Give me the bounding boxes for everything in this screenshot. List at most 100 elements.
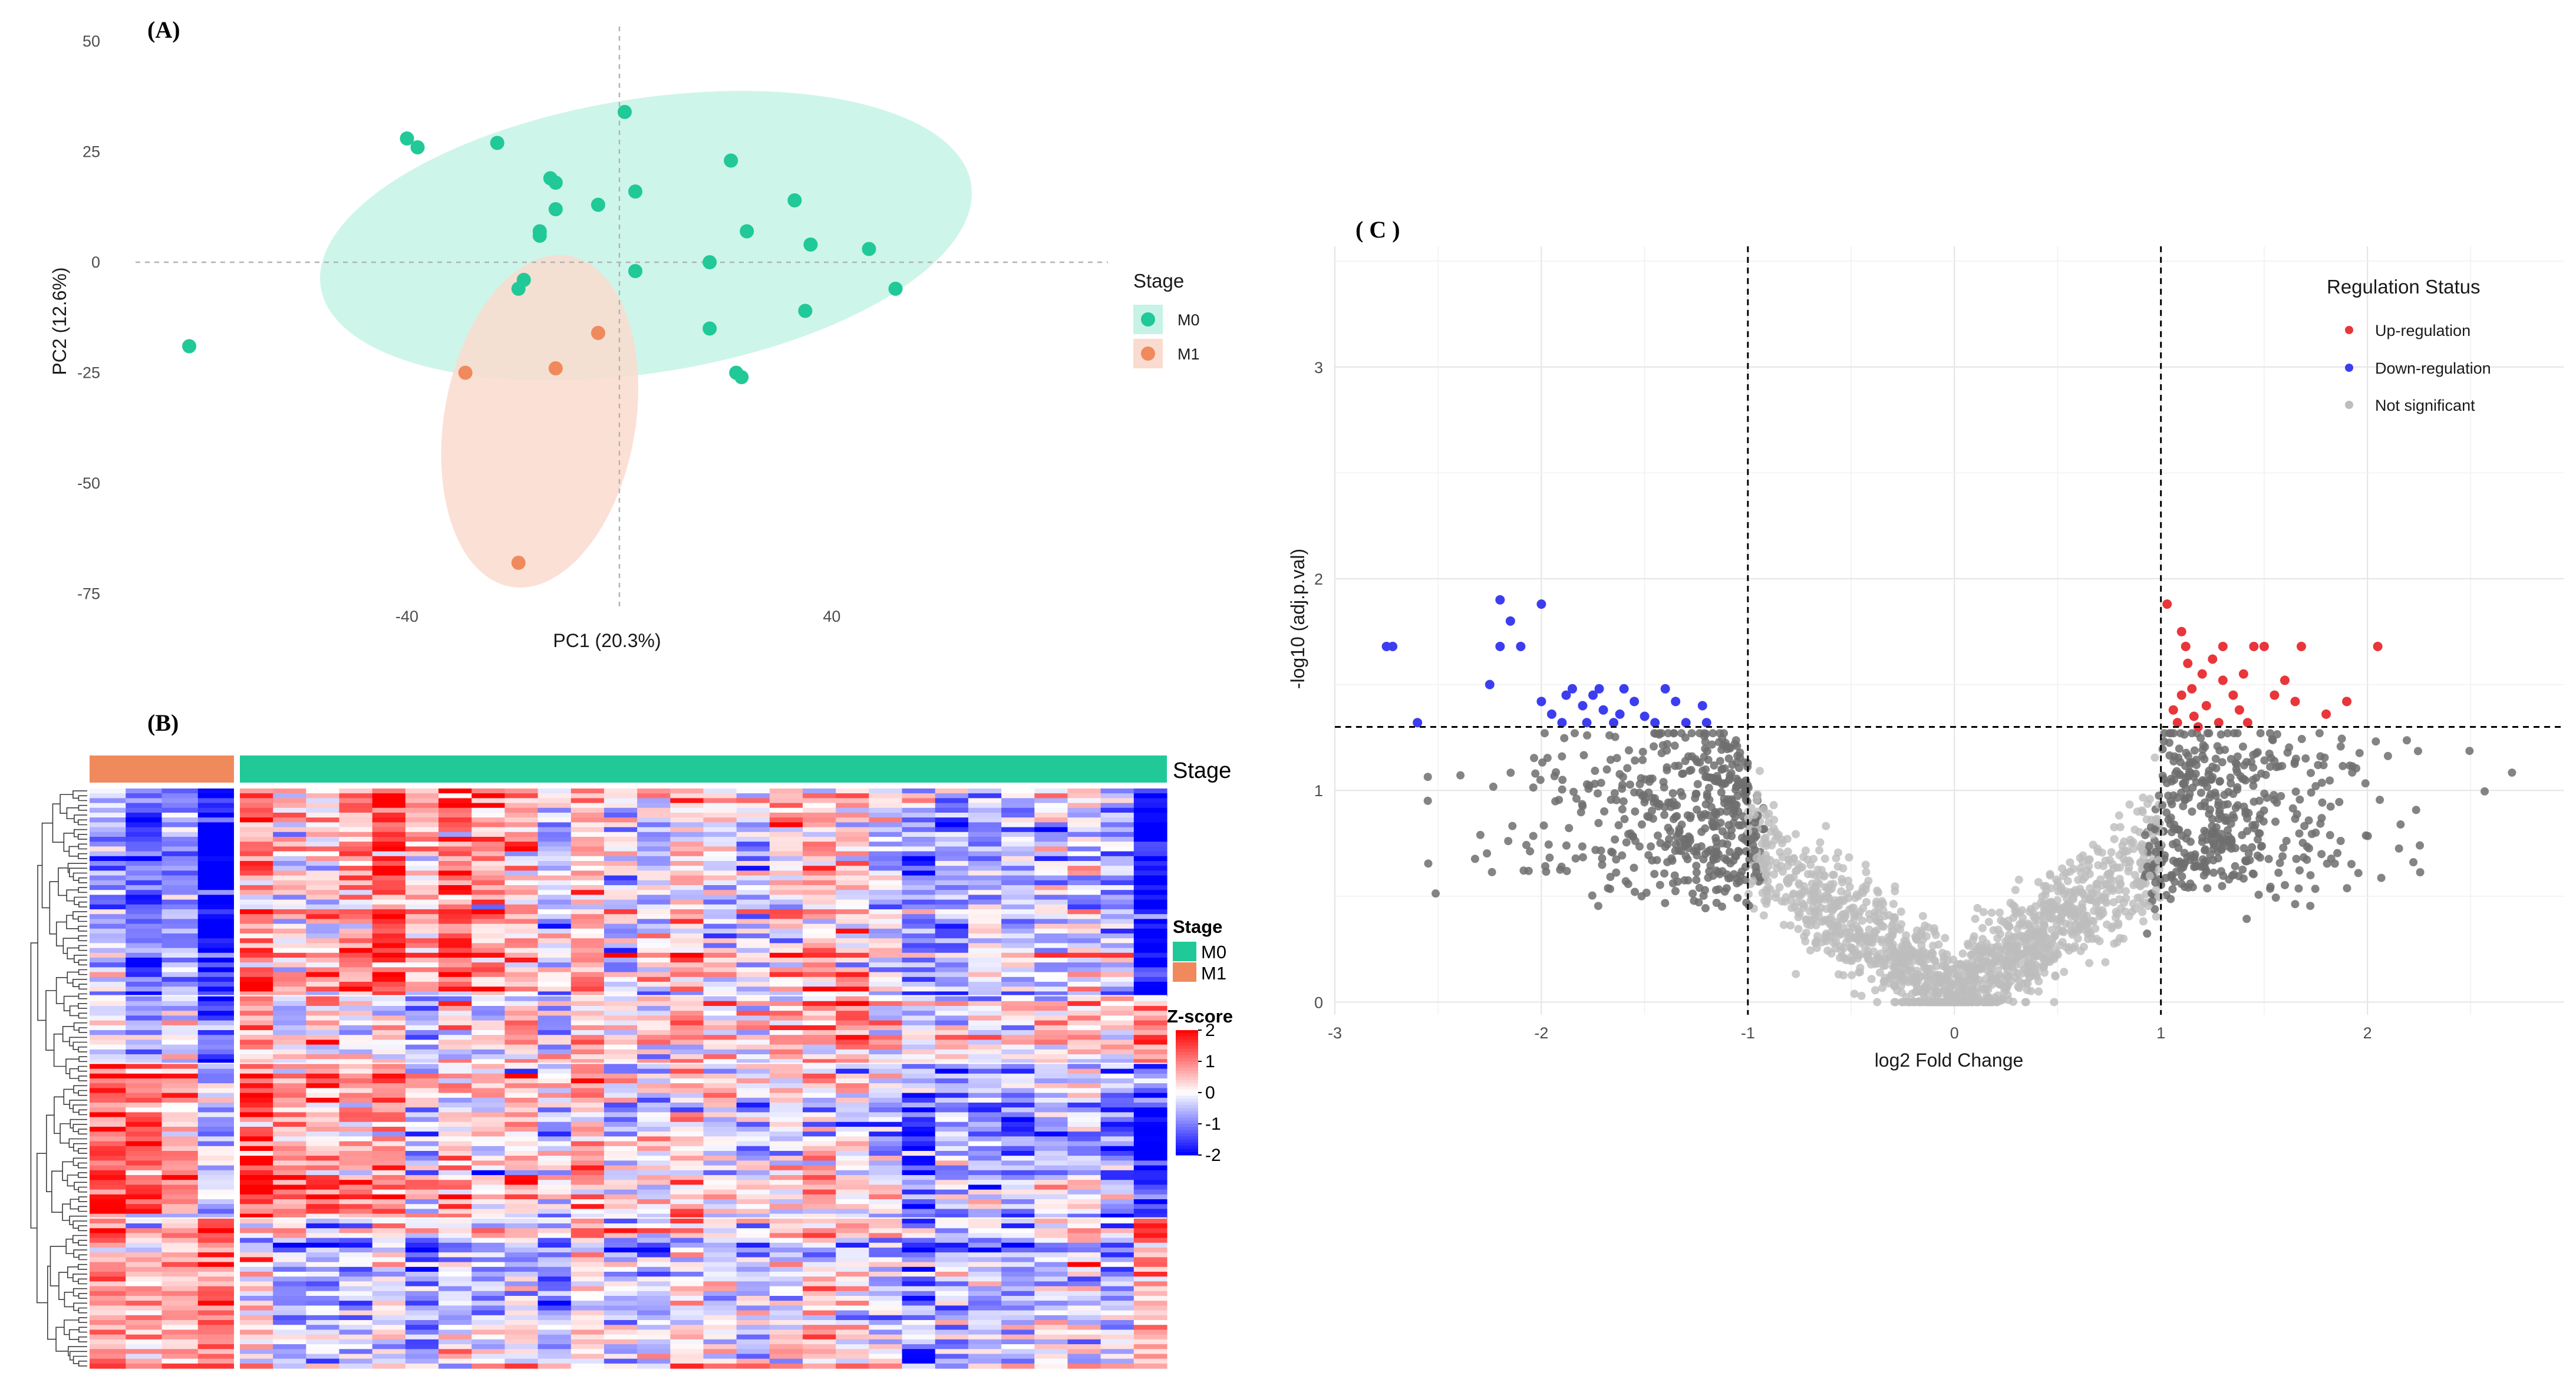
heatmap-cell (670, 1015, 704, 1021)
heatmap-cell (1100, 807, 1134, 813)
heatmap-cell (1133, 1103, 1167, 1108)
heatmap-cell (703, 803, 737, 809)
heatmap-cell (902, 1354, 936, 1360)
heatmap-cell (836, 803, 869, 809)
heatmap-cell (603, 1185, 638, 1190)
heatmap-cell (1001, 1262, 1035, 1268)
heatmap-cell (1067, 1020, 1101, 1026)
heatmap-cell (504, 822, 539, 828)
heatmap-cell (372, 1325, 406, 1330)
heatmap-cell (90, 923, 126, 929)
heatmap-zscore-legend-title: Z-score (1167, 1006, 1233, 1027)
heatmap-cell (126, 832, 163, 837)
heatmap-cell (803, 1131, 836, 1137)
heatmap-cell (126, 1112, 163, 1118)
heatmap-cell (197, 1146, 235, 1152)
heatmap-cell (504, 1078, 539, 1084)
heatmap-cell (438, 909, 472, 915)
heatmap-cell (1001, 837, 1035, 842)
heatmap-cell (869, 807, 903, 813)
heatmap-cell (902, 837, 936, 842)
heatmap-cell (504, 1257, 539, 1263)
heatmap-cell (438, 895, 472, 900)
heatmap-cell (306, 914, 340, 919)
heatmap-cell (90, 885, 126, 890)
heatmap-cell (372, 875, 406, 881)
heatmap-cell (836, 962, 869, 968)
heatmap-cell (1133, 928, 1167, 934)
heatmap-cell (935, 1218, 969, 1224)
heatmap-cell (869, 1011, 903, 1016)
heatmap-cell (339, 1117, 373, 1123)
heatmap-cell (471, 870, 506, 876)
heatmap-cell (869, 1054, 903, 1060)
heatmap-cell (372, 822, 406, 828)
heatmap-cell (869, 1141, 903, 1147)
heatmap-cell (603, 1209, 638, 1215)
heatmap-cell (405, 846, 439, 852)
heatmap-cell (537, 1262, 572, 1268)
heatmap-cell (537, 919, 572, 925)
heatmap-cell (1001, 1339, 1035, 1345)
volcano-point-not-significant (2224, 826, 2232, 834)
heatmap-cell (126, 1156, 163, 1161)
heatmap-cell (902, 890, 936, 895)
heatmap-cell (935, 1194, 969, 1200)
heatmap-cell (1001, 967, 1035, 973)
heatmap-cell (306, 1276, 340, 1282)
heatmap-cell (968, 1059, 1002, 1064)
heatmap-cell (935, 1325, 969, 1330)
heatmap-cell (438, 991, 472, 997)
heatmap-cell (603, 1339, 638, 1345)
heatmap-cell (1100, 1093, 1134, 1098)
heatmap-cell (1133, 798, 1167, 804)
heatmap-cell (471, 1354, 506, 1360)
heatmap-cell (968, 928, 1002, 934)
heatmap-cell (405, 1083, 439, 1088)
pca-y-tick-label: 25 (83, 143, 100, 161)
heatmap-cell (869, 1151, 903, 1156)
heatmap-cell (1067, 938, 1101, 943)
heatmap-cell (273, 803, 306, 809)
heatmap-cell (968, 1257, 1002, 1263)
heatmap-cell (637, 1093, 671, 1098)
dendrogram-branch (54, 1096, 64, 1134)
volcano-point-not-significant (1506, 768, 1515, 777)
heatmap-cell (670, 1020, 704, 1026)
heatmap-cell (803, 1291, 836, 1296)
heatmap-cell (1100, 1233, 1134, 1239)
heatmap-cell (90, 982, 126, 987)
heatmap-cell (1001, 1040, 1035, 1045)
heatmap-cell (968, 1339, 1002, 1345)
heatmap-cell (803, 1112, 836, 1118)
heatmap-cell (836, 1363, 869, 1369)
heatmap-stage-legend-label-m0: M0 (1201, 942, 1226, 962)
heatmap-cell (273, 914, 306, 919)
heatmap-cell (471, 1310, 506, 1316)
heatmap-cell (1100, 1112, 1134, 1118)
heatmap-cell (438, 861, 472, 866)
heatmap-cell (803, 842, 836, 847)
heatmap-cell (869, 938, 903, 943)
heatmap-cell (902, 851, 936, 857)
heatmap-cell (197, 1035, 235, 1040)
heatmap-cell (339, 813, 373, 818)
heatmap-cell (603, 1233, 638, 1239)
heatmap-cell (537, 1358, 572, 1364)
heatmap-cell (471, 1059, 506, 1064)
pca-point-m0 (628, 264, 643, 278)
heatmap-cell (90, 943, 126, 949)
heatmap-cell (902, 1315, 936, 1321)
heatmap-cell (504, 851, 539, 857)
heatmap-cell (306, 1242, 340, 1248)
heatmap-cell (603, 1310, 638, 1316)
heatmap-cell (126, 933, 163, 939)
heatmap-cell (902, 1262, 936, 1268)
heatmap-cell (1133, 991, 1167, 997)
heatmap-cell (306, 851, 340, 857)
heatmap-cell (570, 972, 605, 978)
heatmap-cell (769, 919, 803, 925)
heatmap-cell (703, 923, 737, 929)
heatmap-cell (968, 1305, 1002, 1311)
heatmap-cell (537, 1078, 572, 1084)
